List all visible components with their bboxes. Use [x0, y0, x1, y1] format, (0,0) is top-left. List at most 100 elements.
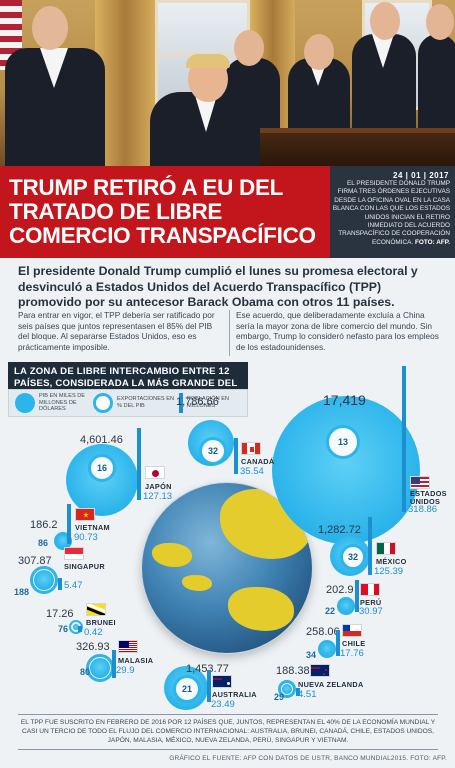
curtain	[95, 0, 155, 168]
legend-pib: PIB EN MILES DE MILLONES DE DÓLARES	[15, 393, 85, 413]
mexico-population-value: 125.39	[374, 566, 404, 577]
japan-population-bar	[137, 428, 141, 500]
singapore-name: SINGAPUR	[64, 562, 105, 571]
newzealand-population-value: 4.51	[298, 689, 317, 700]
australia-exports-value: 21	[181, 684, 192, 694]
mexico-pib-value: 1,282.72	[318, 524, 361, 536]
legend-ring-icon	[93, 393, 113, 413]
usa-exports-value: 13	[337, 437, 348, 447]
chile-exports-value: 34	[306, 650, 317, 660]
newzealand-exports-value: 29	[274, 692, 285, 702]
legend-bubble-icon	[15, 393, 35, 413]
canada-exports-value: 32	[207, 446, 218, 456]
australia-population-bar	[207, 670, 211, 702]
peru-exports-ring	[337, 597, 355, 615]
australia-name: AUSTRALIA	[212, 690, 257, 699]
chile-pib-value: 258.06	[306, 626, 340, 638]
australia-flag-icon	[212, 675, 232, 688]
chile-name: CHILE	[342, 639, 366, 648]
japan-pib-value: 4,601.46	[80, 434, 123, 446]
malaysia-flag-icon	[118, 640, 138, 653]
brunei-name: BRUNEI	[86, 618, 116, 627]
australia-landmass	[228, 587, 294, 631]
australia-population-value: 23.49	[211, 699, 235, 710]
canada-population-bar	[234, 438, 238, 474]
peru-exports-value: 22	[325, 606, 336, 616]
singapore-exports-ring	[30, 566, 58, 594]
newzealand-exports-ring	[278, 680, 296, 698]
landmass	[152, 543, 192, 567]
dateline: 24 | 01 | 2017	[393, 171, 449, 180]
caption-text: EL PRESIDENTE DONALD TRUMP FIRMA TRES ÓR…	[332, 180, 450, 246]
headline: TRUMP RETIRÓ A EU DEL TRATADO DE LIBRE C…	[9, 175, 316, 248]
malaysia-population-bar	[112, 650, 116, 678]
legend-population-label: POBLACIÓN EN MILLONES	[187, 396, 229, 409]
vietnam-population-bar	[67, 504, 71, 544]
singapore-flag-icon	[64, 547, 84, 560]
newzealand-population-bar	[296, 688, 300, 696]
vietnam-pib-value: 186.2	[30, 519, 58, 531]
mexico-flag-icon	[376, 542, 396, 555]
canada-exports-ring: 32	[199, 437, 227, 465]
newzealand-name: NUEVA ZELANDA	[298, 680, 364, 689]
chile-exports-ring	[318, 640, 336, 658]
chile-population-bar	[336, 630, 340, 656]
brunei-population-value: 0.42	[84, 627, 103, 638]
japan-exports-ring: 16	[88, 454, 116, 482]
peru-flag-icon	[360, 583, 380, 596]
newzealand-pib-value: 188.38	[276, 665, 310, 677]
graphic-credit: GRÁFICO EL FUENTE: AFP CON DATOS DE USTR…	[169, 755, 447, 762]
caption-credit: FOTO: AFP.	[414, 238, 450, 246]
mexico-population-bar	[368, 517, 372, 575]
legend: PIB EN MILES DE MILLONES DE DÓLARES EXPO…	[8, 389, 248, 417]
usa-exports-ring: 13	[326, 425, 360, 459]
brunei-population-bar	[78, 626, 82, 632]
vietnam-population-value: 90.73	[74, 532, 98, 543]
legend-bar-icon	[179, 393, 183, 413]
canada-flag-icon	[241, 442, 261, 455]
brunei-exports-value: 76	[58, 624, 69, 634]
australia-exports-ring: 21	[173, 675, 201, 703]
usa-population-bar	[402, 366, 406, 512]
vietnam-flag-icon	[75, 508, 95, 521]
usa-name: ESTADOS UNIDOS	[410, 489, 447, 506]
singapore-pib-value: 307.87	[18, 555, 52, 567]
person-trump	[150, 0, 260, 168]
legend-exports: EXPORTACIONES EN % DEL PIB	[93, 393, 175, 413]
usa-population-value: 318.86	[408, 504, 438, 515]
article-column-left: Para entrar en vigor, el TPP debería ser…	[18, 310, 215, 352]
usa-pib-bubble	[272, 396, 420, 544]
header-photo	[0, 0, 455, 168]
person-pence	[0, 0, 110, 168]
malaysia-exports-value: 80	[80, 667, 91, 677]
chile-population-value: 17.76	[340, 648, 364, 659]
usa-pib-value: 17,419	[323, 392, 366, 408]
peru-pib-value: 202.9	[326, 584, 354, 596]
mexico-name: MÉXICO	[376, 557, 407, 566]
japan-flag-icon	[145, 466, 165, 479]
malaysia-name: MALASIA	[118, 656, 154, 665]
malaysia-pib-value: 326.93	[76, 641, 110, 653]
article-lead: El presidente Donald Trump cumplió el lu…	[18, 264, 418, 309]
australia-pib-label: 1,453.77	[186, 663, 229, 675]
malaysia-population-value: 29.9	[116, 665, 135, 676]
photo-caption: EL PRESIDENTE DONALD TRUMP FIRMA TRES ÓR…	[332, 180, 450, 247]
legend-pib-label: PIB EN MILES DE MILLONES DE DÓLARES	[39, 393, 86, 413]
peru-population-value: 30.97	[359, 606, 383, 617]
japan-name: JAPÓN	[145, 482, 172, 491]
article-column-right: Ese acuerdo, que deliberadamente excluía…	[236, 310, 439, 352]
vietnam-name: VIETNAM	[75, 523, 110, 532]
brunei-pib-value: 17.26	[46, 608, 74, 620]
peru-population-bar	[355, 580, 359, 612]
canada-population-value: 35.54	[240, 466, 264, 477]
brunei-exports-ring	[69, 620, 83, 634]
usa-flag-icon	[410, 476, 430, 489]
title-red-block	[0, 166, 330, 258]
japan-exports-value: 16	[96, 463, 107, 473]
indonesia-landmass	[182, 575, 212, 591]
canada-name: CANADÁ	[241, 457, 275, 466]
canada-pib-value: 1,786.66	[176, 396, 219, 408]
column-divider	[229, 310, 230, 356]
peru-name: PERÚ	[360, 598, 382, 607]
legend-population: POBLACIÓN EN MILLONES	[179, 393, 243, 413]
